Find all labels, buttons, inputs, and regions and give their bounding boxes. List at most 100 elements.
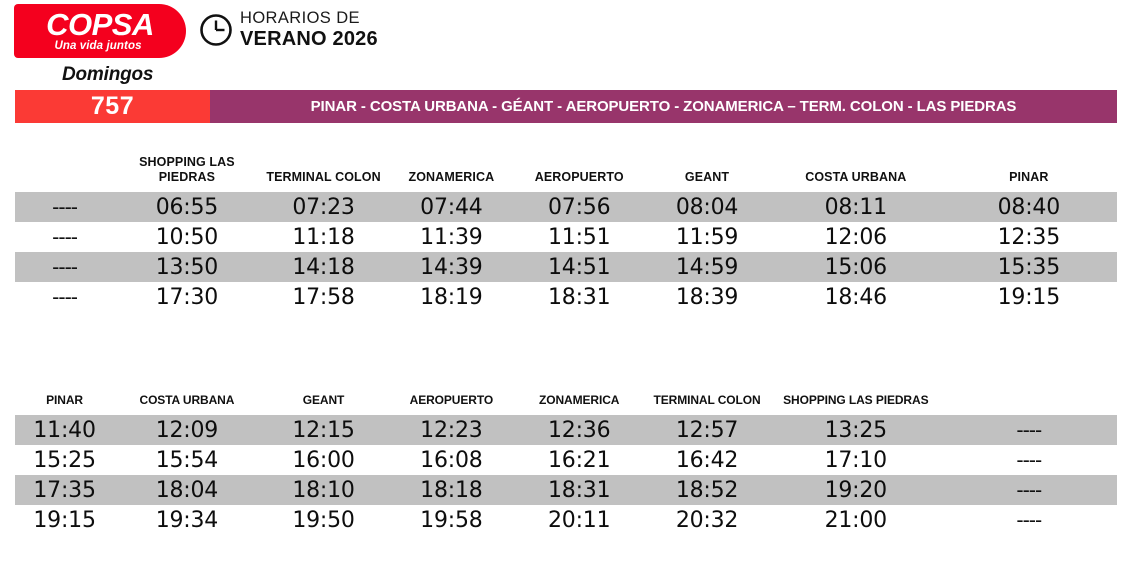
time-cell: 08:40: [940, 192, 1117, 222]
time-cell: 11:51: [515, 222, 644, 252]
column-header-terminal-colon: TERMINAL COLON: [259, 140, 388, 192]
time-cell: 07:44: [387, 192, 516, 222]
time-cell: 13:50: [114, 252, 260, 282]
route-bar: 757 PINAR - COSTA URBANA - GÉANT - AEROP…: [15, 90, 1117, 123]
no-service-cell: ----: [940, 445, 1117, 475]
time-cell: 11:18: [259, 222, 388, 252]
column-header-pinar: PINAR: [940, 140, 1117, 192]
time-cell: 19:58: [387, 505, 516, 535]
logo-tagline: Una vida juntos: [54, 40, 142, 52]
time-cell: 11:39: [387, 222, 516, 252]
time-cell: 08:11: [770, 192, 941, 222]
time-cell: 18:46: [770, 282, 941, 312]
no-service-cell: ----: [15, 282, 115, 312]
time-cell: 08:04: [643, 192, 771, 222]
column-header-geant: GEANT: [643, 140, 771, 192]
time-cell: 10:50: [114, 222, 260, 252]
time-cell: 19:34: [114, 505, 260, 535]
no-service-cell: ----: [15, 252, 115, 282]
time-cell: 18:31: [515, 282, 644, 312]
time-cell: 18:10: [259, 475, 388, 505]
season-label-line1: HORARIOS DE: [240, 9, 360, 27]
table-header-row: SHOPPING LAS PIEDRAS TERMINAL COLON ZONAME…: [15, 140, 1117, 192]
column-header-shopping-las-piedras: SHOPPING LAS PIEDRAS: [770, 385, 941, 415]
time-cell: 12:23: [387, 415, 516, 445]
table-row: ---- 13:50 14:18 14:39 14:51 14:59 15:06 15:35: [15, 252, 1117, 282]
column-header-pinar: PINAR: [15, 385, 115, 415]
time-cell: 19:15: [15, 505, 115, 535]
table-body: 11:40 12:09 12:15 12:23 12:36 12:57 13:25 ---- 1…: [15, 415, 1117, 535]
time-cell: 16:21: [515, 445, 644, 475]
column-header-empty: [15, 140, 115, 192]
time-cell: 15:25: [15, 445, 115, 475]
time-cell: 18:52: [643, 475, 771, 505]
time-cell: 19:50: [259, 505, 388, 535]
schedule-table-inbound: PINAR COSTA URBANA GEANT AEROPUERTO ZONAMERI…: [15, 385, 1117, 535]
time-cell: 14:59: [643, 252, 771, 282]
no-service-cell: ----: [15, 222, 115, 252]
column-header-aeropuerto: AEROPUERTO: [515, 140, 644, 192]
season-label-line2: VERANO 2026: [240, 28, 378, 50]
time-cell: 12:09: [114, 415, 260, 445]
table-row: 19:15 19:34 19:50 19:58 20:11 20:32 21:00 ----: [15, 505, 1117, 535]
column-header-costa-urbana: COSTA URBANA: [114, 385, 260, 415]
time-cell: 15:35: [940, 252, 1117, 282]
time-cell: 18:31: [515, 475, 644, 505]
table-header-row: PINAR COSTA URBANA GEANT AEROPUERTO ZONAMERI…: [15, 385, 1117, 415]
column-header-shopping-las-piedras: SHOPPING LAS PIEDRAS: [114, 140, 260, 192]
column-header-terminal-colon: TERMINAL COLON: [643, 385, 771, 415]
time-cell: 07:56: [515, 192, 644, 222]
column-header-zonamerica: ZONAMERICA: [515, 385, 644, 415]
time-cell: 12:36: [515, 415, 644, 445]
time-cell: 19:15: [940, 282, 1117, 312]
no-service-cell: ----: [15, 192, 115, 222]
table-row: ---- 10:50 11:18 11:39 11:51 11:59 12:06 12:35: [15, 222, 1117, 252]
time-cell: 17:30: [114, 282, 260, 312]
time-cell: 12:35: [940, 222, 1117, 252]
no-service-cell: ----: [940, 505, 1117, 535]
time-cell: 11:59: [643, 222, 771, 252]
column-header-aeropuerto: AEROPUERTO: [387, 385, 516, 415]
time-cell: 20:11: [515, 505, 644, 535]
time-cell: 15:54: [114, 445, 260, 475]
time-cell: 18:18: [387, 475, 516, 505]
table-row: 17:35 18:04 18:10 18:18 18:31 18:52 19:20 ----: [15, 475, 1117, 505]
time-cell: 16:08: [387, 445, 516, 475]
time-cell: 21:00: [770, 505, 941, 535]
schedule-table-outbound: SHOPPING LAS PIEDRAS TERMINAL COLON ZONAME…: [15, 140, 1117, 312]
time-cell: 12:06: [770, 222, 941, 252]
brand-header: COPSA Una vida juntos HORARIOS DE VERANO…: [0, 0, 1132, 62]
column-header-zonamerica: ZONAMERICA: [387, 140, 516, 192]
time-cell: 07:23: [259, 192, 388, 222]
logo-wordmark: COPSA: [46, 7, 154, 42]
table-row: 15:25 15:54 16:00 16:08 16:21 16:42 17:10 ----: [15, 445, 1117, 475]
time-cell: 17:35: [15, 475, 115, 505]
table-body: ---- 06:55 07:23 07:44 07:56 08:04 08:11 08:40-…: [15, 192, 1117, 312]
time-cell: 13:25: [770, 415, 941, 445]
time-cell: 19:20: [770, 475, 941, 505]
no-service-cell: ----: [940, 415, 1117, 445]
time-cell: 06:55: [114, 192, 260, 222]
time-cell: 18:19: [387, 282, 516, 312]
table-row: 11:40 12:09 12:15 12:23 12:36 12:57 13:25 ----: [15, 415, 1117, 445]
clock-icon: [199, 13, 233, 47]
route-number: 757: [15, 90, 210, 123]
time-cell: 14:39: [387, 252, 516, 282]
time-cell: 17:10: [770, 445, 941, 475]
time-cell: 17:58: [259, 282, 388, 312]
time-cell: 14:51: [515, 252, 644, 282]
day-of-week-label: Domingos: [62, 64, 154, 85]
time-cell: 20:32: [643, 505, 771, 535]
column-header-empty: [940, 385, 1117, 415]
time-cell: 16:00: [259, 445, 388, 475]
no-service-cell: ----: [940, 475, 1117, 505]
table-row: ---- 06:55 07:23 07:44 07:56 08:04 08:11 08:40: [15, 192, 1117, 222]
time-cell: 18:39: [643, 282, 771, 312]
time-cell: 12:57: [643, 415, 771, 445]
copsa-logo: COPSA Una vida juntos: [14, 4, 186, 58]
season-label: HORARIOS DE VERANO 2026: [240, 9, 378, 50]
route-description: PINAR - COSTA URBANA - GÉANT - AEROPUERT…: [210, 90, 1117, 123]
column-header-costa-urbana: COSTA URBANA: [770, 140, 941, 192]
time-cell: 12:15: [259, 415, 388, 445]
